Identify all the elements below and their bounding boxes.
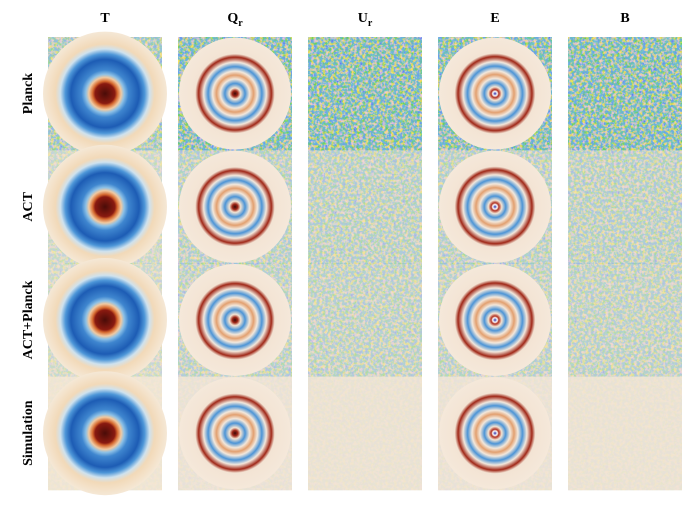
map-panel (178, 37, 292, 151)
ring-pattern (43, 144, 167, 269)
row-label: Simulation (21, 400, 36, 466)
map-panel (308, 263, 422, 378)
column-header: E (490, 11, 499, 26)
ring-pattern (43, 258, 167, 382)
noise (308, 150, 422, 264)
map-panel (568, 263, 682, 378)
row-label: ACT+Planck (21, 280, 36, 359)
ring-pattern (43, 31, 167, 156)
ring-pattern (43, 371, 167, 496)
ring-pattern (439, 377, 551, 490)
header-main: T (100, 11, 110, 26)
column-header: B (620, 11, 629, 26)
map-panel (178, 376, 292, 491)
map-panel (43, 258, 167, 382)
ring-pattern (179, 264, 291, 376)
panels (43, 31, 682, 496)
ring-pattern (179, 37, 291, 150)
map-panel (308, 376, 422, 491)
ring-pattern (439, 37, 551, 150)
column-header: Ur (358, 11, 373, 29)
column-header: T (100, 11, 110, 26)
noise (308, 37, 422, 151)
map-panel (568, 37, 682, 151)
row-label: Planck (21, 73, 36, 114)
map-panel (43, 144, 167, 269)
ring-pattern (439, 264, 551, 376)
noise (568, 376, 682, 491)
header-main: U (358, 11, 368, 26)
noise (568, 37, 682, 151)
column-header: Qr (227, 11, 243, 29)
map-panel (438, 376, 552, 491)
noise (308, 376, 422, 491)
header-main: Q (227, 11, 238, 26)
ring-pattern (439, 150, 551, 263)
noise (568, 263, 682, 378)
map-panel (568, 150, 682, 264)
map-panel (568, 376, 682, 491)
map-panel (438, 37, 552, 151)
noise (308, 263, 422, 378)
map-panel (178, 150, 292, 264)
ring-pattern (179, 150, 291, 263)
map-panel (43, 371, 167, 496)
ring-pattern (179, 377, 291, 490)
map-panel (438, 263, 552, 378)
noise (568, 150, 682, 264)
row-label: ACT (21, 191, 36, 221)
map-panel (438, 150, 552, 264)
map-panel (308, 150, 422, 264)
map-panel (308, 37, 422, 151)
map-panel (43, 31, 167, 156)
header-subscript: r (238, 18, 243, 29)
header-subscript: r (368, 18, 373, 29)
map-panel (178, 263, 292, 378)
header-main: B (620, 11, 629, 26)
header-main: E (490, 11, 499, 26)
